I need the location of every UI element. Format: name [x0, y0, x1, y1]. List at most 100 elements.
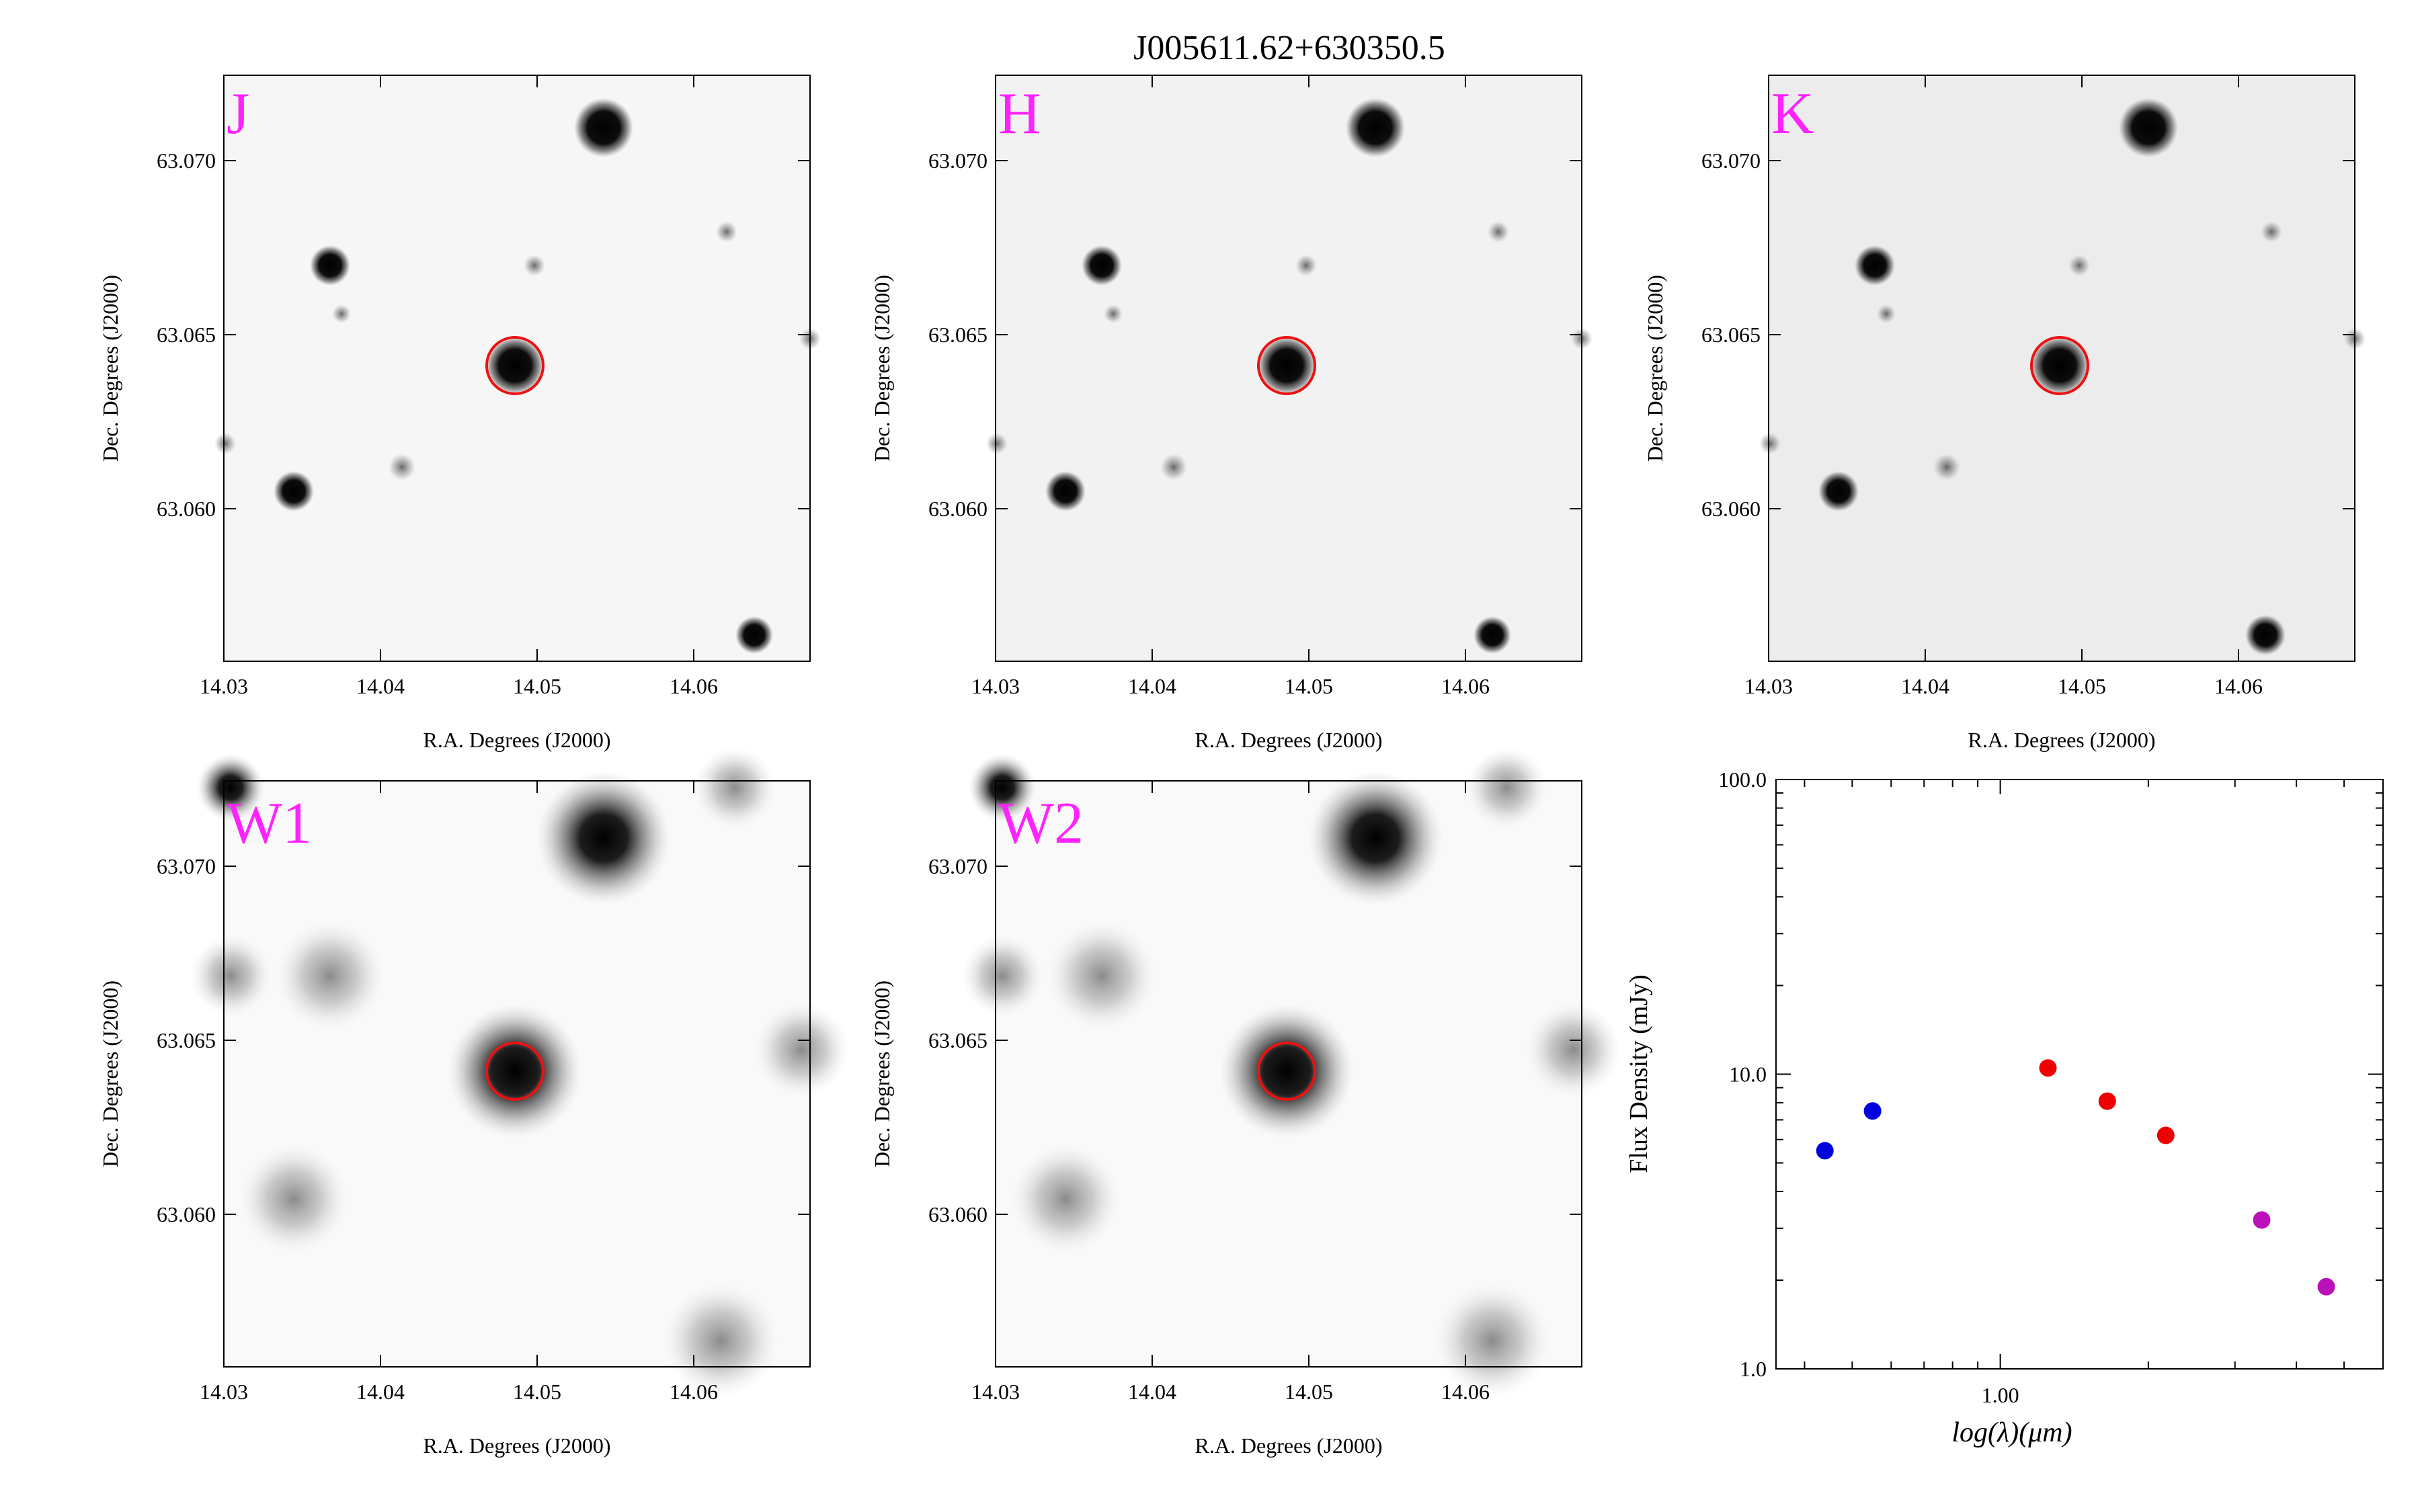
y-tick-label: 63.065 — [157, 323, 216, 347]
cutout-stars — [214, 98, 821, 654]
y-tick-label: 63.060 — [157, 497, 216, 521]
data-point — [2253, 1211, 2271, 1229]
cutout-stars — [1759, 98, 2366, 655]
y-tick-label: 63.065 — [928, 1028, 987, 1052]
x-axis-label: R.A. Degrees (J2000) — [1968, 728, 2155, 752]
band-label: W1 — [227, 791, 312, 856]
y-tick-label: 63.060 — [157, 1202, 216, 1226]
x-axis-label: R.A. Degrees (J2000) — [423, 1433, 610, 1458]
x-ticks — [223, 781, 694, 1367]
y-ticks — [996, 160, 1582, 509]
panel-frame — [995, 75, 1582, 662]
star — [1219, 1004, 1354, 1138]
x-tick-label: 14.06 — [670, 674, 718, 698]
y-axis-label: Dec. Degrees (J2000) — [870, 980, 894, 1167]
y-tick-label: 63.070 — [1701, 149, 1761, 173]
star — [2261, 221, 2282, 243]
x-tick-label: 14.04 — [1128, 1380, 1176, 1404]
star — [214, 433, 236, 454]
star — [310, 245, 350, 286]
y-tick-label: 63.070 — [157, 854, 216, 878]
star — [240, 1145, 348, 1253]
x-ticks — [995, 75, 1466, 661]
axis-tick-label: 10.0 — [1729, 1062, 1767, 1087]
star — [2030, 336, 2089, 395]
star — [1045, 471, 1086, 511]
y-tick-label: 63.065 — [1701, 323, 1761, 347]
star — [755, 1003, 849, 1097]
y-tick-label: 63.060 — [928, 497, 987, 521]
y-tick-label: 63.060 — [1701, 497, 1761, 521]
panel-frame — [1768, 75, 2355, 662]
sed-x-axis-label: log(λ)(μm) — [1951, 1417, 2072, 1448]
cutout-stars — [190, 747, 849, 1398]
star — [1048, 922, 1156, 1030]
x-ticks — [995, 781, 1466, 1367]
star — [1346, 98, 1405, 157]
x-tick-label: 14.04 — [356, 674, 405, 698]
star — [332, 304, 351, 323]
target-circle — [485, 1042, 544, 1101]
panel-frame — [223, 780, 811, 1368]
cutout-panel-j: 14.03 14.04 14.05 14.06 63.070 63.065 63… — [98, 75, 821, 752]
star — [1474, 616, 1511, 654]
x-tick-label: 14.04 — [356, 1380, 405, 1404]
x-tick-label: 14.03 — [200, 674, 248, 698]
star — [1082, 245, 1122, 286]
x-tick-label: 14.04 — [1901, 674, 1949, 698]
x-axis-label: R.A. Degrees (J2000) — [423, 728, 610, 752]
band-label: H — [998, 81, 1041, 146]
x-ticks — [223, 75, 694, 661]
star — [1466, 747, 1547, 828]
cutout-panel-k: 14.03 14.04 14.05 14.06 63.070 63.065 63… — [1643, 75, 2366, 752]
star — [1488, 221, 1509, 243]
y-ticks — [996, 866, 1582, 1215]
star — [1855, 245, 1895, 286]
star — [1257, 336, 1316, 395]
data-point — [2098, 1092, 2116, 1110]
star — [574, 98, 633, 157]
x-tick-label: 14.06 — [670, 1380, 718, 1404]
star — [1308, 771, 1443, 905]
data-point — [2039, 1059, 2057, 1077]
x-tick-label: 14.04 — [1128, 674, 1176, 698]
target-circle — [1257, 1042, 1316, 1101]
y-tick-label: 63.065 — [157, 1028, 216, 1052]
target-circle — [2030, 336, 2089, 395]
cutout-stars — [962, 747, 1621, 1398]
star — [2119, 98, 2178, 157]
x-tick-label: 14.05 — [513, 674, 561, 698]
star — [1012, 1145, 1119, 1253]
cutout-stars — [986, 98, 1592, 654]
star — [1160, 454, 1187, 480]
panel-frame — [223, 75, 811, 662]
data-point — [1816, 1142, 1834, 1160]
star — [274, 471, 314, 511]
star — [663, 1284, 778, 1398]
sed-points — [1816, 1059, 2335, 1296]
star — [1295, 255, 1317, 276]
star — [276, 922, 384, 1030]
star — [524, 255, 545, 276]
star — [1818, 471, 1859, 511]
star — [962, 935, 1043, 1016]
data-point — [1863, 1102, 1882, 1120]
star — [536, 771, 671, 905]
star — [1759, 433, 1781, 454]
target-circle — [485, 336, 544, 395]
star — [986, 433, 1008, 454]
y-ticks — [224, 160, 810, 509]
band-label: J — [227, 81, 249, 146]
axis-tick-label: 100.0 — [1718, 767, 1767, 792]
star — [389, 454, 415, 480]
y-axis-label: Dec. Degrees (J2000) — [870, 275, 894, 462]
cutout-panel-w2: 14.03 14.04 14.05 14.06 63.070 63.065 63… — [870, 747, 1621, 1458]
x-tick-label: 14.03 — [971, 1380, 1020, 1404]
y-tick-label: 63.070 — [157, 149, 216, 173]
y-tick-label: 63.065 — [928, 323, 987, 347]
y-tick-label: 63.060 — [928, 1202, 987, 1226]
figure-title: J005611.62+630350.5 — [1133, 29, 1445, 67]
sed-plot: 1.0 10.0 100.0 1.00 log(λ)(μm) Flux Density… — [1625, 767, 2384, 1448]
star — [1435, 1284, 1549, 1398]
